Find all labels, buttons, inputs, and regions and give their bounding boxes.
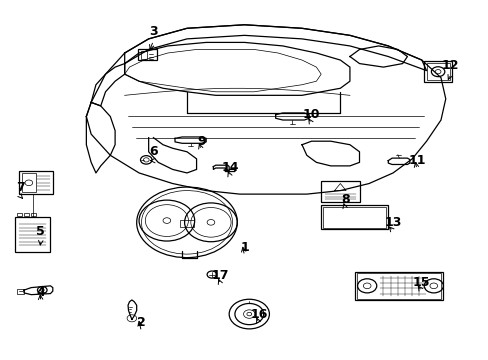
- Text: 5: 5: [37, 225, 45, 238]
- Text: 14: 14: [221, 161, 238, 174]
- Text: 1: 1: [240, 240, 248, 253]
- Text: 8: 8: [340, 193, 349, 206]
- Text: 12: 12: [441, 59, 458, 72]
- Text: 16: 16: [250, 307, 267, 320]
- Text: 13: 13: [384, 216, 401, 229]
- Text: 7: 7: [16, 181, 24, 194]
- Text: 9: 9: [197, 135, 205, 148]
- Text: 10: 10: [302, 108, 320, 121]
- Text: 17: 17: [211, 269, 229, 282]
- Text: 4: 4: [37, 287, 45, 300]
- Text: 15: 15: [412, 276, 429, 289]
- Text: 6: 6: [149, 145, 158, 158]
- Text: 3: 3: [149, 25, 158, 38]
- Text: 2: 2: [137, 316, 145, 329]
- Text: 11: 11: [407, 154, 425, 167]
